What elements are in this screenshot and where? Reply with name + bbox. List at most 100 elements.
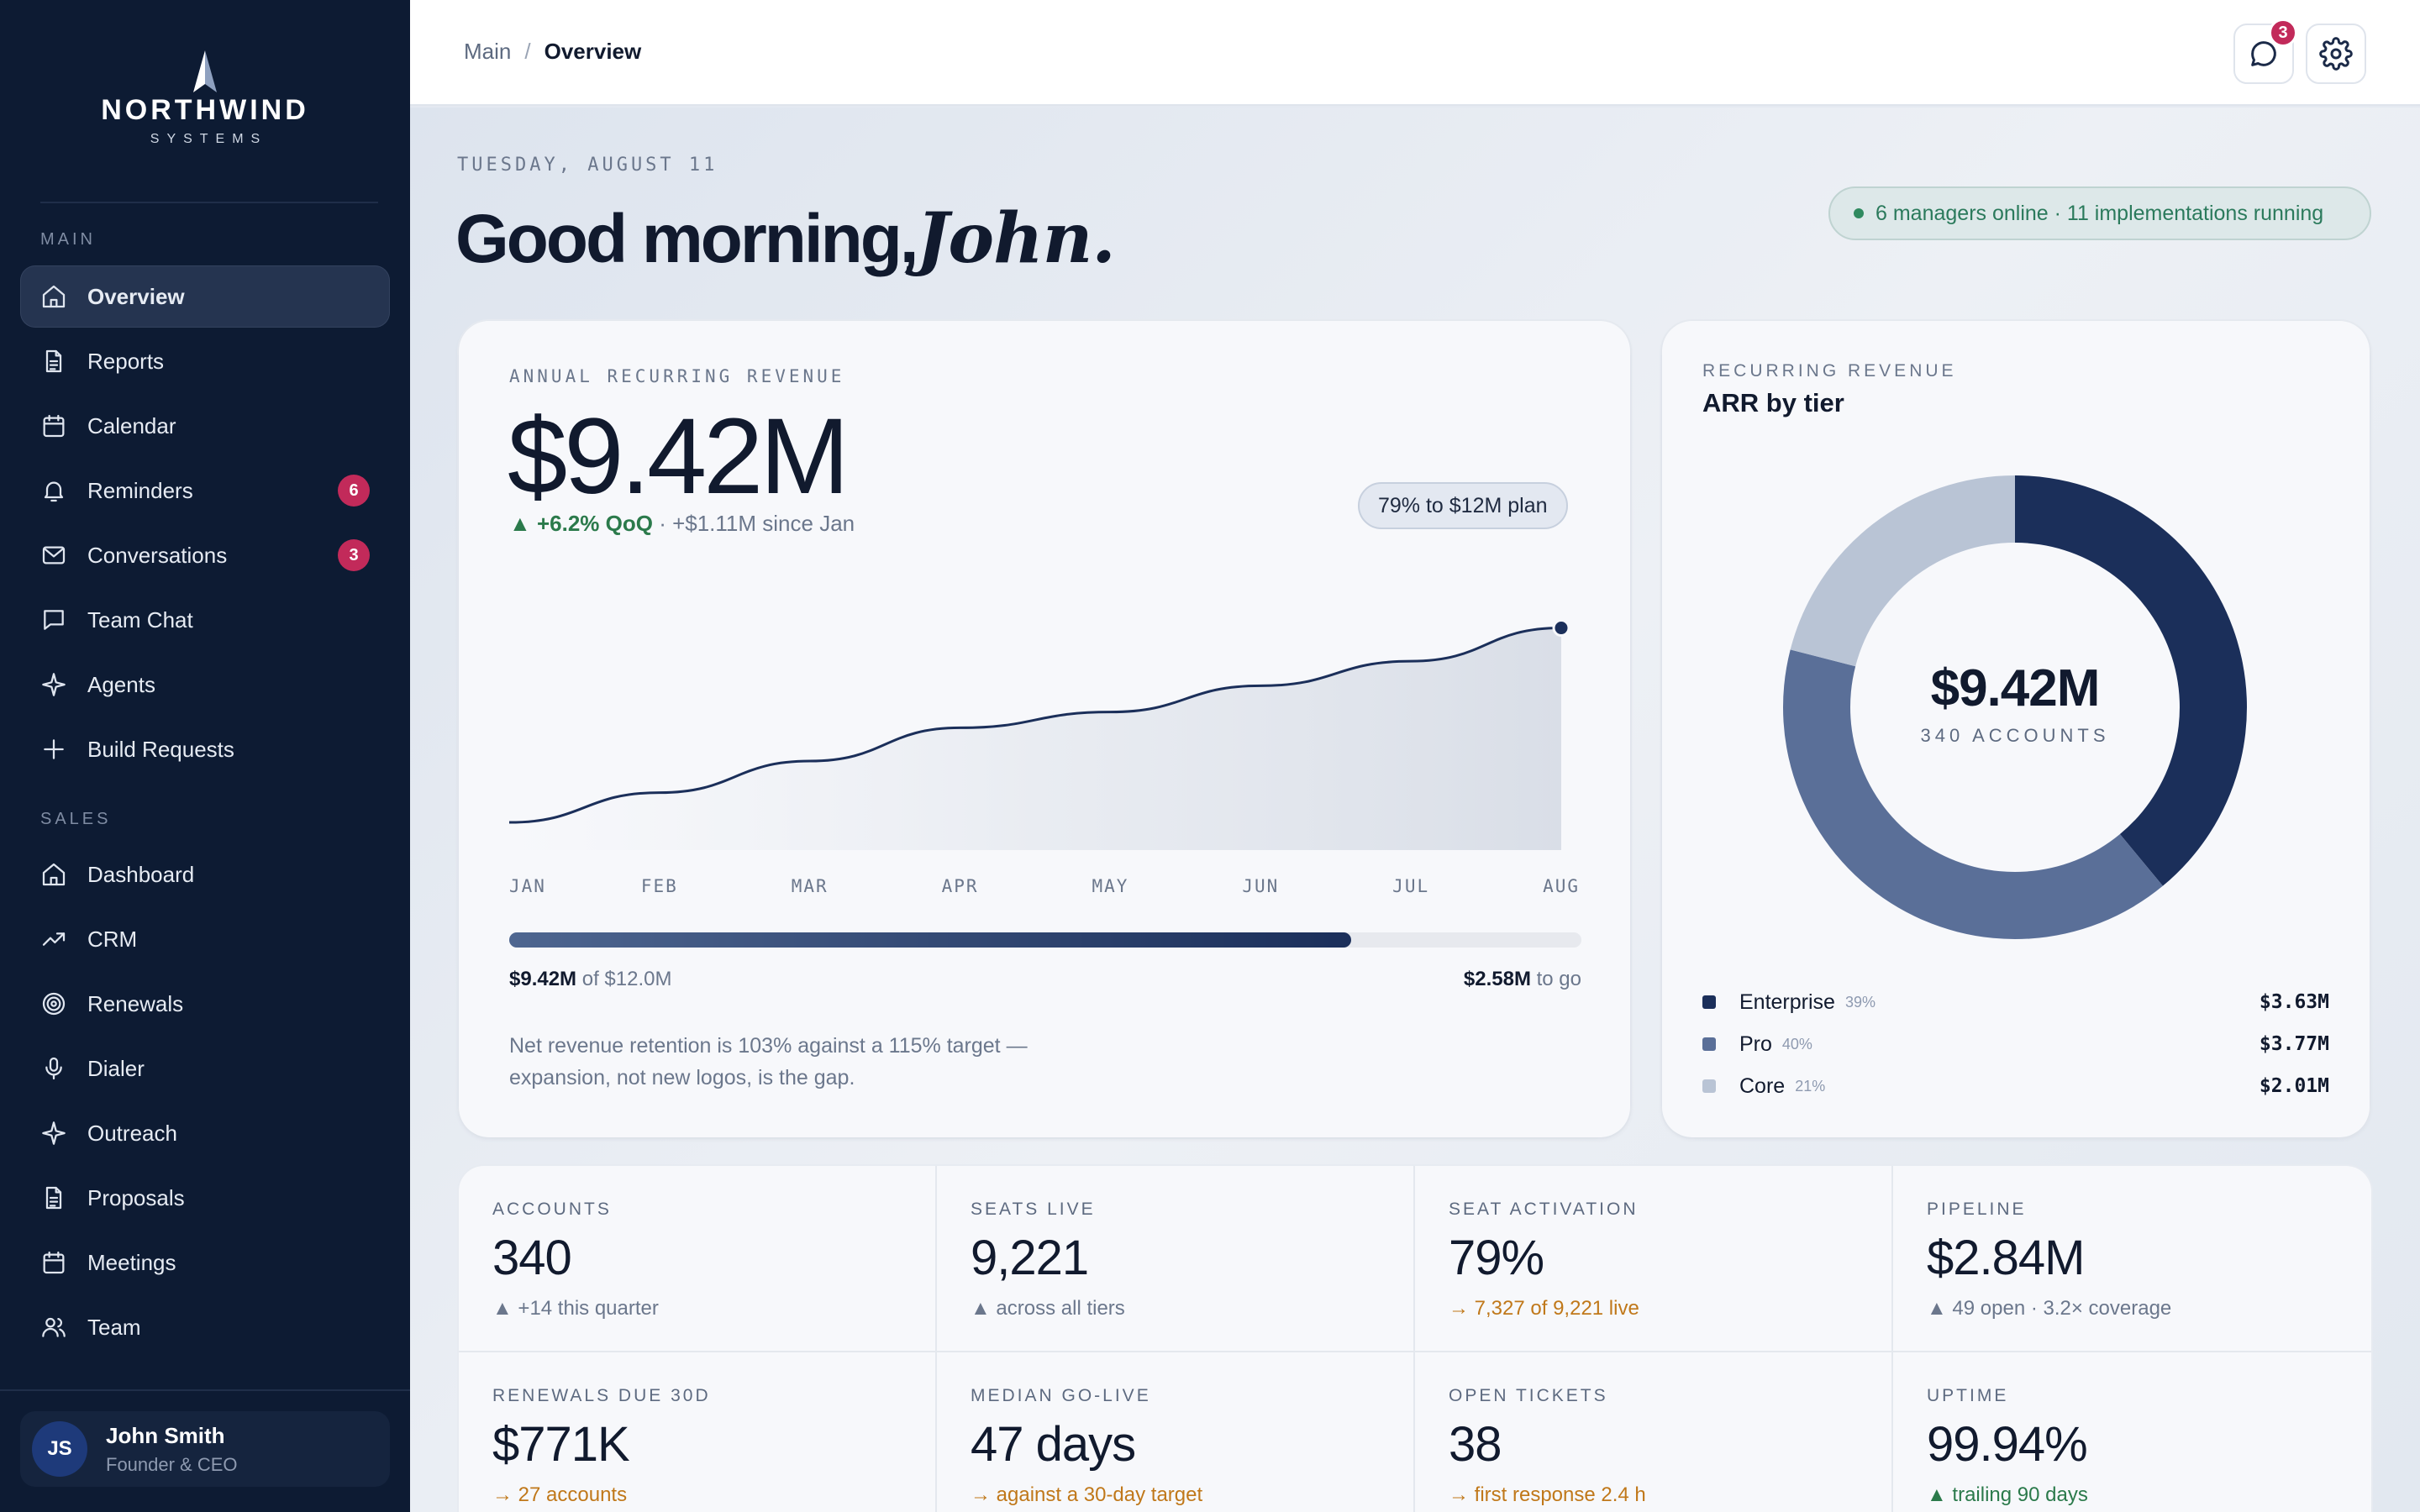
message-icon bbox=[2251, 41, 2276, 66]
legend-value: $2.01M bbox=[2259, 1075, 2329, 1097]
sidebar-bottom-divider bbox=[0, 1389, 410, 1391]
sidebar-item-build-requests[interactable]: Build Requests bbox=[20, 718, 390, 780]
sidebar-item-label: Reports bbox=[87, 348, 165, 374]
sidebar-item-calendar[interactable]: Calendar bbox=[20, 395, 390, 457]
kpi-open-tickets[interactable]: OPEN TICKETS 38 → first response 2.4 h bbox=[1415, 1352, 1893, 1512]
donut-slice-core[interactable] bbox=[1790, 475, 2015, 667]
arr-latest-point[interactable] bbox=[1552, 619, 1570, 638]
sidebar-item-label: Conversations bbox=[87, 542, 228, 568]
legend-item-enterprise: Enterprise 39% $3.63M bbox=[1702, 981, 2329, 1023]
sidebar-section-sales: SALES bbox=[40, 810, 112, 828]
kpi-subtext: → 27 accounts bbox=[492, 1483, 628, 1506]
sidebar-item-label: Proposals bbox=[87, 1184, 185, 1210]
tier-eyebrow: RECURRING REVENUE bbox=[1702, 361, 1957, 381]
sidebar-item-conversations[interactable]: Conversations 3 bbox=[20, 524, 390, 586]
tier-title: ARR by tier bbox=[1702, 388, 1844, 417]
kpi-value: 47 days bbox=[971, 1417, 1136, 1472]
breadcrumb-root[interactable]: Main bbox=[464, 39, 512, 64]
legend-percent: 21% bbox=[1795, 1077, 1826, 1095]
settings-button[interactable] bbox=[2306, 24, 2366, 84]
sidebar-item-agents[interactable]: Agents bbox=[20, 654, 390, 716]
x-tick-label: FEB bbox=[641, 876, 678, 896]
sidebar-item-renewals[interactable]: Renewals bbox=[20, 973, 390, 1035]
arr-delta-rest: · +$1.11M since Jan bbox=[652, 511, 855, 536]
arr-value: $9.42M bbox=[508, 396, 850, 517]
user-role: Founder & CEO bbox=[106, 1453, 238, 1475]
status-pill: 6 managers online · 11 implementations r… bbox=[1828, 186, 2371, 240]
kpi-seats-live[interactable]: SEATS LIVE 9,221 ▲ across all tiers bbox=[937, 1166, 1415, 1352]
sidebar-item-outreach[interactable]: Outreach bbox=[20, 1102, 390, 1164]
progress-current-rest: of $12.0M bbox=[576, 968, 672, 990]
target-icon bbox=[40, 990, 67, 1017]
arr-delta: ▲ +6.2% QoQ · +$1.11M since Jan bbox=[509, 511, 855, 537]
kpi-subtext: ▲ 49 open · 3.2× coverage bbox=[1927, 1297, 2172, 1320]
sidebar-item-label: CRM bbox=[87, 926, 138, 952]
messages-button[interactable]: 3 bbox=[2233, 18, 2297, 84]
sidebar-item-label: Dashboard bbox=[87, 861, 195, 887]
calendar-icon bbox=[40, 1249, 67, 1276]
kpi-seat-activation[interactable]: SEAT ACTIVATION 79% → 7,327 of 9,221 live bbox=[1415, 1166, 1893, 1352]
bell-icon bbox=[40, 477, 67, 504]
legend-percent: 40% bbox=[1781, 1035, 1812, 1053]
sidebar-item-reports[interactable]: Reports bbox=[20, 330, 390, 392]
count-badge: 3 bbox=[338, 539, 370, 571]
kpi-subtext: → 7,327 of 9,221 live bbox=[1449, 1297, 1639, 1320]
kpi-uptime[interactable]: UPTIME 99.94% ▲ trailing 90 days bbox=[1893, 1352, 2371, 1512]
compass-logo-icon bbox=[193, 50, 217, 92]
x-tick-label: APR bbox=[942, 876, 979, 896]
sidebar-item-label: Dialer bbox=[87, 1055, 145, 1081]
sidebar-nav-main: Overview Reports Calendar Reminders 6 Convers… bbox=[20, 265, 390, 783]
user-name: John Smith bbox=[106, 1422, 225, 1448]
kpi-label: UPTIME bbox=[1927, 1386, 2009, 1405]
user-profile[interactable]: JS John Smith Founder & CEO bbox=[20, 1411, 390, 1487]
breadcrumb-current: Overview bbox=[544, 39, 642, 64]
arr-eyebrow: ANNUAL RECURRING REVENUE bbox=[509, 366, 845, 386]
sidebar-item-label: Renewals bbox=[87, 990, 184, 1016]
donut-center: $9.42M 340 ACCOUNTS bbox=[1780, 659, 2250, 747]
kpi-renewals-due-30d[interactable]: RENEWALS DUE 30D $771K → 27 accounts bbox=[459, 1352, 937, 1512]
sidebar-item-dialer[interactable]: Dialer bbox=[20, 1037, 390, 1100]
kpi-label: OPEN TICKETS bbox=[1449, 1386, 1608, 1405]
sidebar-item-overview[interactable]: Overview bbox=[20, 265, 390, 328]
sidebar-divider bbox=[40, 202, 378, 203]
x-tick-label: JUL bbox=[1392, 876, 1429, 896]
plan-progress-bar bbox=[509, 932, 1581, 948]
donut-slice-pro[interactable] bbox=[1783, 649, 2163, 939]
sidebar-item-team[interactable]: Team bbox=[20, 1296, 390, 1358]
legend-value: $3.63M bbox=[2259, 991, 2329, 1013]
donut-slice-enterprise[interactable] bbox=[2015, 475, 2247, 886]
kpi-value: 9,221 bbox=[971, 1231, 1089, 1285]
arr-note: Net revenue retention is 103% against a … bbox=[509, 1034, 1028, 1089]
plan-progress-fill bbox=[509, 932, 1351, 948]
tier-legend: Enterprise 39% $3.63M Pro 40% $3.77M Core 21% $2… bbox=[1702, 981, 2329, 1107]
status-text: 6 managers online · 11 implementations r… bbox=[1876, 201, 2324, 225]
sidebar-item-label: Team Chat bbox=[87, 606, 193, 633]
sidebar-item-proposals[interactable]: Proposals bbox=[20, 1167, 390, 1229]
arr-series-line bbox=[509, 627, 1562, 824]
legend-swatch bbox=[1702, 1079, 1716, 1093]
kpi-label: SEAT ACTIVATION bbox=[1449, 1200, 1639, 1219]
sidebar-item-label: Meetings bbox=[87, 1249, 176, 1275]
legend-name: Enterprise bbox=[1739, 990, 1835, 1014]
kpi-label: RENEWALS DUE 30D bbox=[492, 1386, 711, 1405]
kpi-pipeline[interactable]: PIPELINE $2.84M ▲ 49 open · 3.2× coverage bbox=[1893, 1166, 2371, 1352]
chat-icon bbox=[40, 606, 67, 633]
legend-percent: 39% bbox=[1844, 993, 1876, 1011]
sidebar-item-team-chat[interactable]: Team Chat bbox=[20, 589, 390, 651]
breadcrumb-separator: / bbox=[524, 39, 531, 64]
sidebar-item-reminders[interactable]: Reminders 6 bbox=[20, 459, 390, 522]
kpi-label: PIPELINE bbox=[1927, 1200, 2027, 1219]
sidebar-item-label: Calendar bbox=[87, 412, 176, 438]
sidebar-item-crm[interactable]: CRM bbox=[20, 908, 390, 970]
kpi-accounts[interactable]: ACCOUNTS 340 ▲ +14 this quarter bbox=[459, 1166, 937, 1352]
kpi-value: 340 bbox=[492, 1231, 572, 1285]
kpi-median-go-live[interactable]: MEDIAN GO-LIVE 47 days → against a 30-day … bbox=[937, 1352, 1415, 1512]
greeting: Good morning,John. bbox=[455, 198, 1116, 279]
legend-item-pro: Pro 40% $3.77M bbox=[1702, 1023, 2329, 1065]
brand-logo[interactable]: NORTHWIND SYSTEMS bbox=[0, 50, 410, 147]
sidebar-item-meetings[interactable]: Meetings bbox=[20, 1231, 390, 1294]
sidebar-item-label: Build Requests bbox=[87, 736, 234, 762]
sidebar-item-dashboard[interactable]: Dashboard bbox=[20, 843, 390, 906]
sparkle-icon bbox=[40, 671, 67, 698]
kpi-subtext: ▲ +14 this quarter bbox=[492, 1297, 659, 1320]
